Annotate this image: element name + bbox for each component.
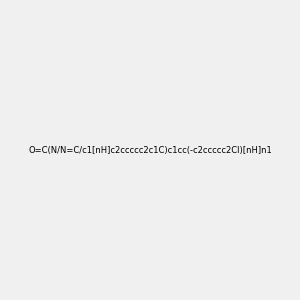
Text: O=C(N/N=C/c1[nH]c2ccccc2c1C)c1cc(-c2ccccc2Cl)[nH]n1: O=C(N/N=C/c1[nH]c2ccccc2c1C)c1cc(-c2cccc… — [28, 146, 272, 154]
